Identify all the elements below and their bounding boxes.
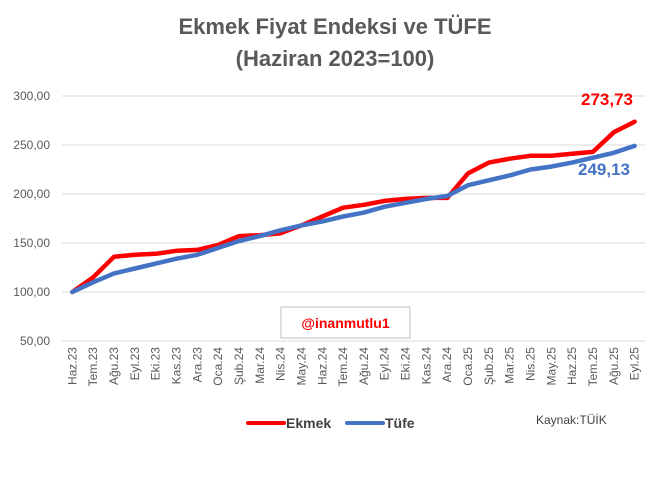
- y-tick-label: 200,00: [13, 187, 50, 201]
- legend-tufe-label: Tüfe: [385, 415, 415, 431]
- ekmek-end-label: 273,73: [581, 90, 633, 109]
- x-tick-label: Oca.25: [461, 347, 475, 386]
- series-line-ekmek: [70, 119, 637, 295]
- x-tick-label: Mar.25: [503, 347, 517, 384]
- x-tick-label: Haz.25: [565, 347, 579, 385]
- series-line-t-fe: [70, 143, 637, 295]
- watermark-box: @inanmutlu1: [280, 306, 411, 339]
- y-axis-ticks: 50,00 100,00 150,00 200,00 250,00 300,00: [13, 89, 50, 348]
- x-tick-label: Ağu.25: [607, 347, 621, 385]
- x-tick-label: Şub.25: [482, 347, 496, 385]
- x-tick-label: Şub.24: [232, 347, 246, 385]
- x-tick-label: Eyl.25: [628, 347, 642, 381]
- x-tick-label: Haz.23: [65, 347, 79, 385]
- x-tick-label: Ağu.23: [107, 347, 121, 385]
- x-axis-ticks: Haz.23 Tem.23 Ağu.23 Eyl.23 Eki.23 Kas.23 Ara.…: [65, 347, 641, 387]
- x-tick-label: Haz.24: [315, 347, 329, 385]
- x-tick-label: Eyl.24: [378, 347, 392, 381]
- legend: Ekmek Tüfe: [246, 415, 415, 431]
- x-tick-label: Tem.23: [86, 347, 100, 387]
- x-tick-label: May.24: [294, 347, 308, 386]
- x-tick-label: Ağu.24: [357, 347, 371, 385]
- chart-title-line2: (Haziran 2023=100): [236, 46, 435, 71]
- x-tick-label: Oca.24: [211, 347, 225, 386]
- x-tick-label: Kas.24: [419, 347, 433, 385]
- x-tick-label: Ara.24: [440, 347, 454, 383]
- x-tick-label: Tem.24: [336, 347, 350, 387]
- x-tick-label: Nis.25: [523, 347, 537, 381]
- source-note: Kaynak:TÜİK: [536, 413, 607, 427]
- x-tick-label: Mar.24: [253, 347, 267, 384]
- chart-title-line1: Ekmek Fiyat Endeksi ve TÜFE: [178, 14, 491, 39]
- x-tick-label: Eki.23: [149, 347, 163, 381]
- series-lines: [70, 119, 637, 295]
- y-tick-label: 300,00: [13, 89, 50, 103]
- tufe-end-label: 249,13: [578, 160, 630, 179]
- y-tick-label: 100,00: [13, 285, 50, 299]
- y-tick-label: 50,00: [20, 334, 50, 348]
- x-tick-label: May.25: [544, 347, 558, 386]
- x-tick-label: Tem.25: [586, 347, 600, 387]
- x-tick-label: Nis.24: [274, 347, 288, 381]
- y-tick-label: 150,00: [13, 236, 50, 250]
- watermark-text: @inanmutlu1: [301, 315, 390, 331]
- legend-ekmek-label: Ekmek: [286, 415, 331, 431]
- x-tick-label: Ara.23: [190, 347, 204, 383]
- x-tick-label: Kas.23: [170, 347, 184, 385]
- y-tick-label: 250,00: [13, 138, 50, 152]
- gridlines: [62, 95, 645, 342]
- x-tick-label: Eyl.23: [128, 347, 142, 381]
- x-tick-label: Eki.24: [399, 347, 413, 381]
